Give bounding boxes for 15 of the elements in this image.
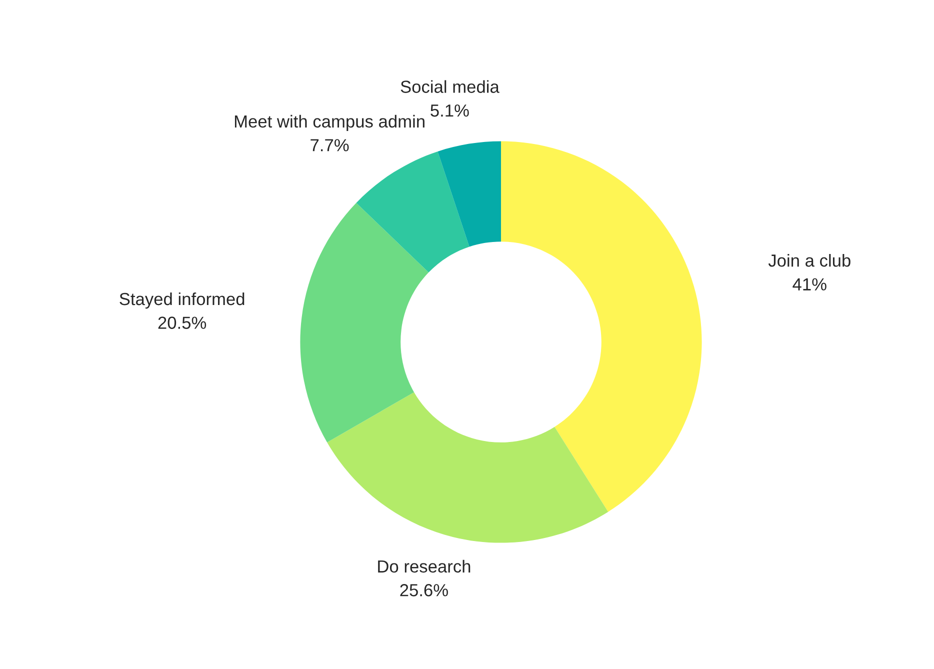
donut-slice [327,392,608,543]
data-label: 25.6% [400,584,448,596]
slice-label: Stayed informed [120,292,244,309]
data-label: 20.5% [158,316,206,329]
data-label: 7.7% [310,139,349,152]
donut-slice [356,151,470,272]
donut-slice [438,141,501,247]
donut-slice [501,141,702,512]
donut-slice [300,202,429,442]
slice-label: Social media [400,80,500,93]
slice-label: Meet with campus admin [234,114,424,132]
data-label: 41% [792,278,826,290]
slice-label: Join a club [768,254,850,267]
data-label: 5.1% [430,104,469,117]
slice-label: Do research [378,560,470,573]
